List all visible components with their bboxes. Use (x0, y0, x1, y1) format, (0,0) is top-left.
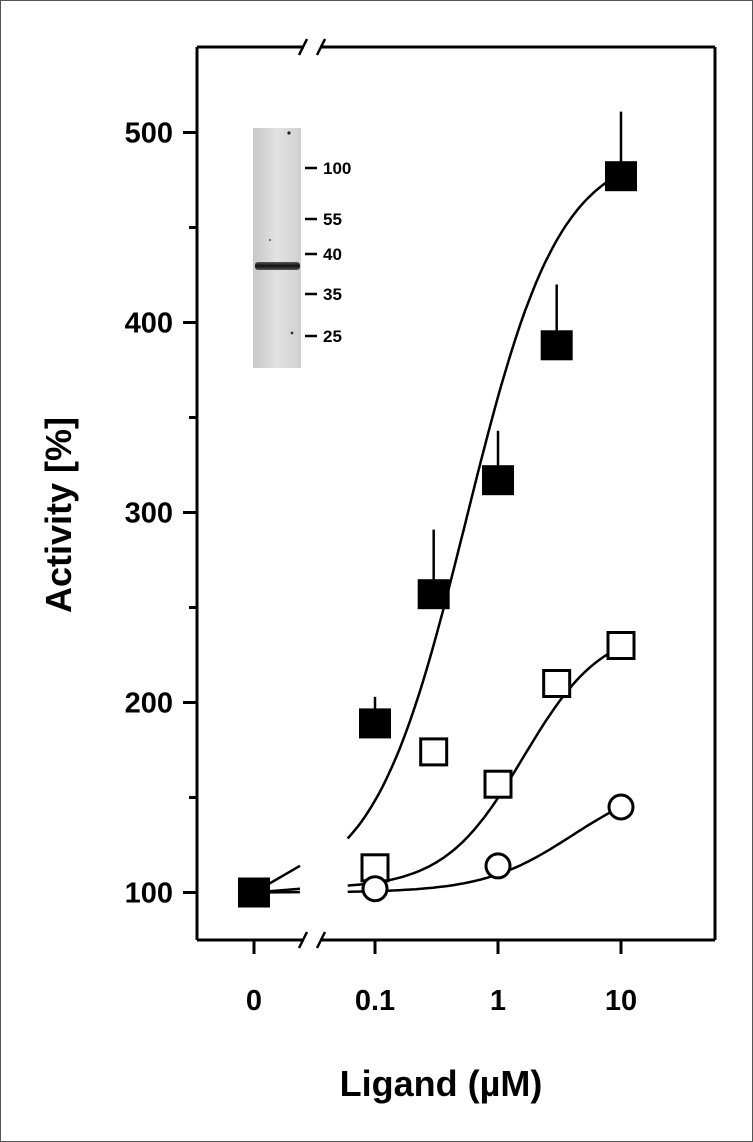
y-tick-label: 100 (125, 878, 173, 910)
x-tick-label: 1 (490, 985, 506, 1017)
x-tick-label: 0.1 (355, 985, 395, 1017)
filled-square-point (605, 161, 637, 192)
blot-speck (269, 239, 271, 241)
open-square-point (419, 737, 449, 767)
blot-band (255, 262, 300, 270)
filled-square-point (359, 708, 391, 739)
y-axis-title: Activity [%] (38, 417, 79, 613)
open-circle-point (607, 793, 635, 821)
blot-lane (253, 128, 301, 368)
open-square-point (483, 769, 513, 799)
mw-label: 55 (323, 210, 342, 229)
filled-square-point (238, 877, 270, 908)
open-square-point (542, 669, 572, 698)
data-marks (238, 111, 637, 908)
x-tick-label: 0 (246, 985, 262, 1017)
filled-square-point (540, 330, 573, 361)
x-tick-label: 10 (605, 985, 637, 1017)
fit-curve (347, 805, 622, 894)
open-square-point (606, 631, 636, 660)
axis-break-bottom (315, 931, 327, 949)
axis-break-top (315, 38, 327, 56)
axis-break-bottom (297, 931, 309, 949)
mw-label: 40 (323, 245, 342, 264)
y-tick-label: 200 (125, 688, 173, 720)
blot-speck (290, 331, 294, 335)
mw-label: 100 (323, 159, 351, 178)
fit-curve (347, 645, 622, 887)
mw-label: 25 (323, 327, 342, 346)
open-circle-point (484, 852, 512, 880)
western-blot-inset: 100 55 40 35 25 (253, 128, 351, 368)
blot-speck (287, 131, 291, 135)
x-axis-title: Ligand (µM) (340, 1063, 543, 1104)
y-tick-label: 400 (125, 308, 173, 340)
axes: 100 200 300 400 500 0 0.1 1 10 Ligand (µM) Activit… (38, 38, 717, 1104)
mw-label: 35 (323, 285, 342, 304)
open-circle-point (361, 875, 389, 903)
fit-curve (346, 172, 622, 840)
filled-square-point (417, 579, 450, 610)
y-tick-label: 300 (125, 498, 173, 530)
y-tick-label: 500 (125, 118, 173, 150)
fit-curves (253, 172, 622, 894)
axis-break-top (297, 38, 309, 56)
filled-square-point (482, 465, 514, 496)
